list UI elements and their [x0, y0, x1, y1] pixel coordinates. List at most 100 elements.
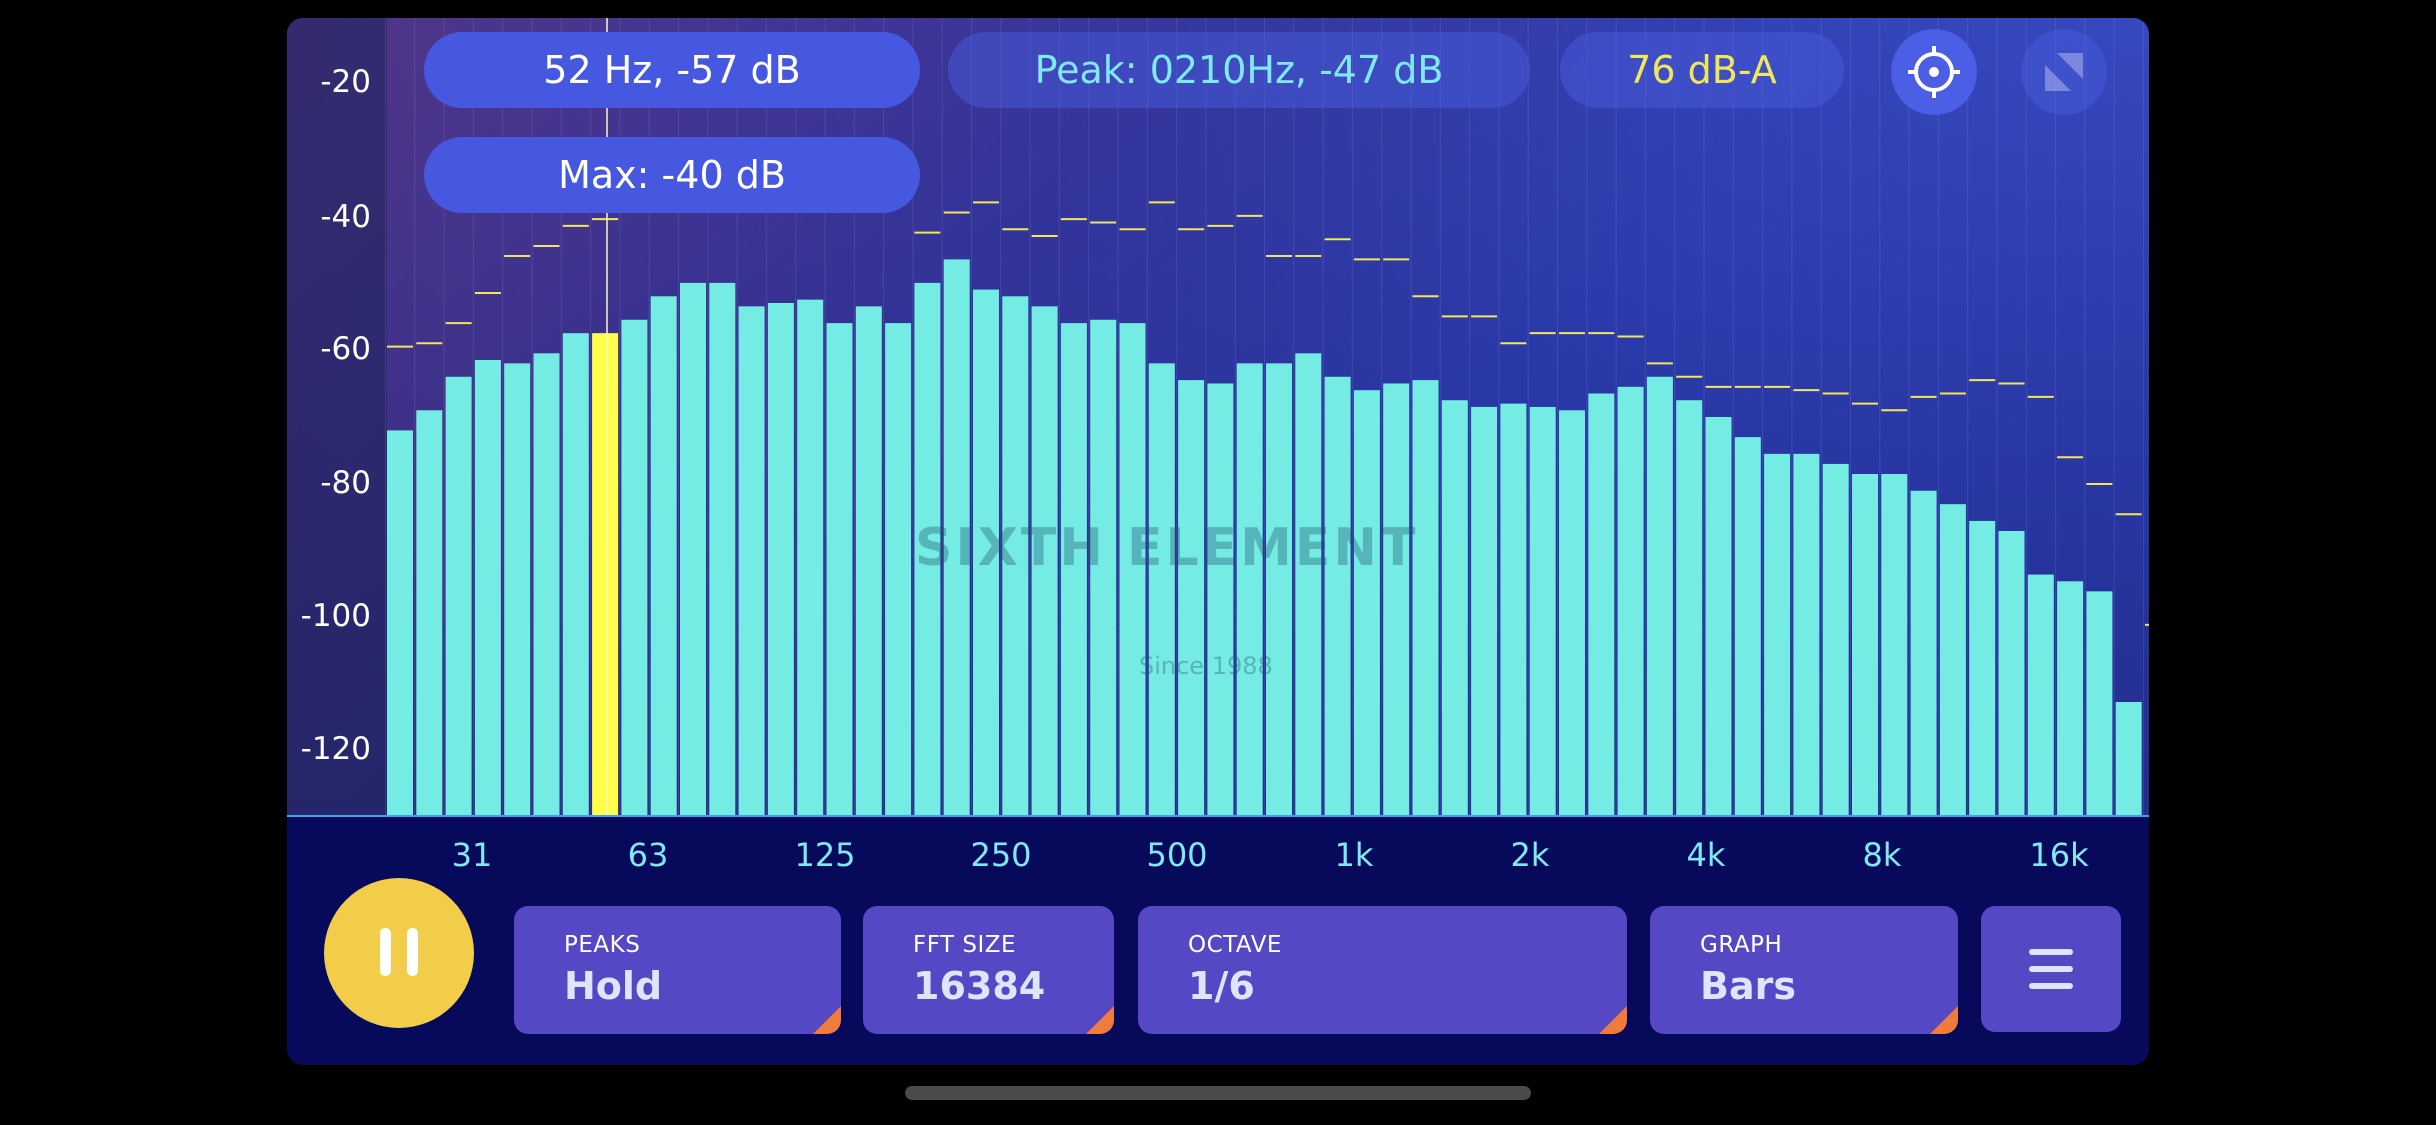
spectrum-bar [445, 376, 472, 816]
spectrum-bar [1441, 400, 1468, 816]
spectrum-bar [1646, 376, 1673, 816]
x-tick-label: 63 [627, 836, 669, 874]
x-tick-label: 1k [1334, 836, 1374, 874]
spectrum-bar [1500, 403, 1527, 816]
octave-control[interactable]: OCTAVE 1/6 [1138, 906, 1627, 1034]
dropdown-corner-indicator [1086, 1006, 1114, 1034]
graph-value: Bars [1700, 964, 1796, 1008]
spectrum-bar [562, 333, 589, 816]
spectrum-bar [1998, 531, 2025, 816]
spectrum-bar [387, 430, 413, 816]
y-tick-label: -60 [320, 331, 371, 367]
x-tick-label: 16k [2029, 836, 2089, 874]
spectrum-bar [1793, 453, 1820, 816]
spectrum-bar [1939, 504, 1966, 816]
pause-button[interactable] [324, 878, 474, 1028]
spectrum-bar [709, 282, 736, 817]
max-readout: Max: -40 dB [424, 137, 920, 213]
spectrum-bar [1852, 474, 1878, 816]
y-tick-label: -80 [320, 465, 371, 501]
spectrum-bar [1324, 376, 1351, 816]
spectrum-bar [2027, 574, 2054, 816]
spectrum-bar [680, 282, 706, 817]
octave-value: 1/6 [1188, 964, 1255, 1008]
y-tick-label: -100 [300, 598, 371, 634]
spectrum-bar [1529, 406, 1556, 816]
fft-size-label: FFT SIZE [913, 932, 1017, 958]
x-tick-label: 125 [794, 836, 856, 874]
spectrum-bar [1822, 463, 1849, 816]
dropdown-corner-indicator [813, 1006, 841, 1034]
peaks-control[interactable]: PEAKS Hold [514, 906, 841, 1034]
spectrum-bar [797, 299, 824, 816]
spectrum-bar [885, 323, 912, 816]
spectrum-bar [1676, 400, 1703, 816]
pause-icon [380, 928, 418, 976]
spectrum-bar [973, 289, 999, 816]
spectrum-bar [474, 360, 501, 816]
spectrum-bar [1969, 520, 1996, 816]
spectrum-bar [1353, 390, 1380, 816]
spectrum-bar [504, 363, 531, 816]
spectrum-bar [738, 306, 765, 816]
expand-button[interactable] [2021, 29, 2107, 115]
watermark-since: Since 1988 [1139, 652, 1273, 680]
spectrum-bar [1705, 417, 1732, 816]
spectrum-bar [1090, 319, 1117, 816]
home-indicator [905, 1086, 1531, 1100]
hamburger-menu-icon [2029, 949, 2073, 989]
spectrum-bar [1764, 453, 1791, 816]
x-tick-label: 4k [1686, 836, 1726, 874]
spectrum-bar [1412, 380, 1439, 816]
selected-spectrum-bar [592, 333, 619, 816]
spectrum-bar [650, 296, 677, 816]
spectrum-bar [1471, 406, 1498, 816]
peaks-value: Hold [564, 964, 663, 1008]
spectrum-bar [416, 410, 443, 816]
spectrum-bar [1119, 323, 1146, 816]
spectrum-bar [1148, 363, 1175, 816]
spectrum-bar [1734, 437, 1761, 816]
spectrum-bar [1236, 363, 1263, 816]
y-tick-label: -40 [320, 199, 371, 235]
cursor-readout: 52 Hz, -57 dB [424, 32, 920, 108]
spectrum-bar [1207, 383, 1234, 816]
spectrum-bar [855, 306, 882, 816]
spectrum-bar [1266, 363, 1292, 816]
y-tick-label: -20 [320, 64, 371, 100]
x-tick-label: 2k [1510, 836, 1550, 874]
spectrum-bar [1559, 410, 1585, 816]
menu-button[interactable] [1981, 906, 2121, 1032]
spectrum-bar [1881, 474, 1908, 816]
fft-size-value: 16384 [913, 964, 1046, 1008]
dropdown-corner-indicator [1930, 1006, 1958, 1034]
peak-readout[interactable]: Peak: 0210Hz, -47 dB [948, 32, 1530, 108]
spectrum-bar [1178, 380, 1205, 816]
spectrum-bar [1060, 323, 1087, 816]
spectrum-bar [1617, 386, 1644, 816]
graph-control[interactable]: GRAPH Bars [1650, 906, 1958, 1034]
x-tick-label: 8k [1862, 836, 1902, 874]
spectrum-bar [533, 353, 560, 816]
y-axis-strip [287, 18, 387, 817]
x-tick-label: 31 [451, 836, 493, 874]
x-tick-label: 250 [970, 836, 1032, 874]
spectrum-bar [767, 303, 794, 816]
y-tick-label: -120 [300, 731, 371, 767]
spectrum-plot[interactable]: SIXTH ELEMENT Since 1988 -20 -40 -60 -80… [287, 18, 2149, 817]
spectrum-bar [943, 259, 970, 816]
watermark-brand: SIXTH ELEMENT [915, 518, 1419, 578]
spectrum-bar [1002, 296, 1029, 816]
spectrum-bar [1588, 393, 1615, 816]
crosshair-button[interactable] [1891, 29, 1977, 115]
level-readout[interactable]: 76 dB-A [1560, 32, 1844, 108]
spectrum-bar [2086, 591, 2113, 816]
spectrum-chart [287, 18, 2149, 817]
spectrum-bar [1295, 353, 1322, 816]
spectrum-bar [826, 323, 853, 816]
spectrum-bar [2057, 581, 2084, 816]
fft-size-control[interactable]: FFT SIZE 16384 [863, 906, 1114, 1034]
spectrum-bar [1910, 490, 1937, 816]
graph-label: GRAPH [1700, 932, 1783, 958]
spectrum-bar [914, 282, 941, 817]
